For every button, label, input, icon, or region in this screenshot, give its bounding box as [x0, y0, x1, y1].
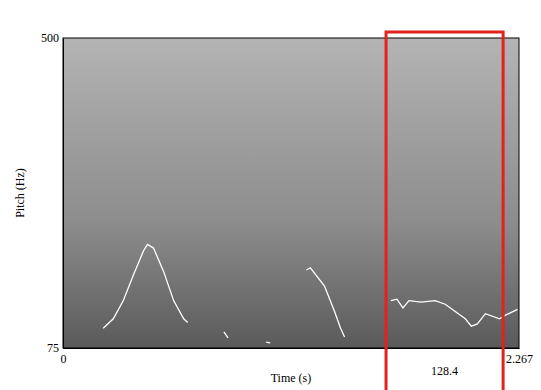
x-tick: 0	[61, 348, 67, 366]
plot-frame	[63, 38, 519, 348]
x-axis: 0 2.267	[61, 348, 534, 366]
x-axis-line	[64, 348, 520, 349]
pitch-contour	[103, 244, 517, 342]
x-tick: 2.267	[506, 348, 533, 366]
highlight-value: 128.4	[431, 364, 458, 378]
x-axis-title: Time (s)	[271, 371, 312, 385]
y-tick: 500	[41, 31, 63, 45]
y-axis: 75 500	[41, 31, 64, 355]
y-tick-label: 75	[47, 341, 59, 355]
spectrogram-background	[63, 38, 519, 348]
y-axis-title: Pitch (Hz)	[13, 168, 27, 218]
y-tick-label: 500	[41, 31, 59, 45]
highlight-box	[386, 32, 503, 390]
y-axis-line	[63, 39, 64, 349]
marks	[103, 244, 517, 342]
plot: 75 500 0 2.267	[41, 31, 533, 365]
chart: 75 500 0 2.267 Pitch (Hz) Time (s) 128.4	[0, 0, 541, 390]
x-tick-label: 2.267	[506, 352, 533, 366]
x-tick-label: 0	[61, 352, 67, 366]
